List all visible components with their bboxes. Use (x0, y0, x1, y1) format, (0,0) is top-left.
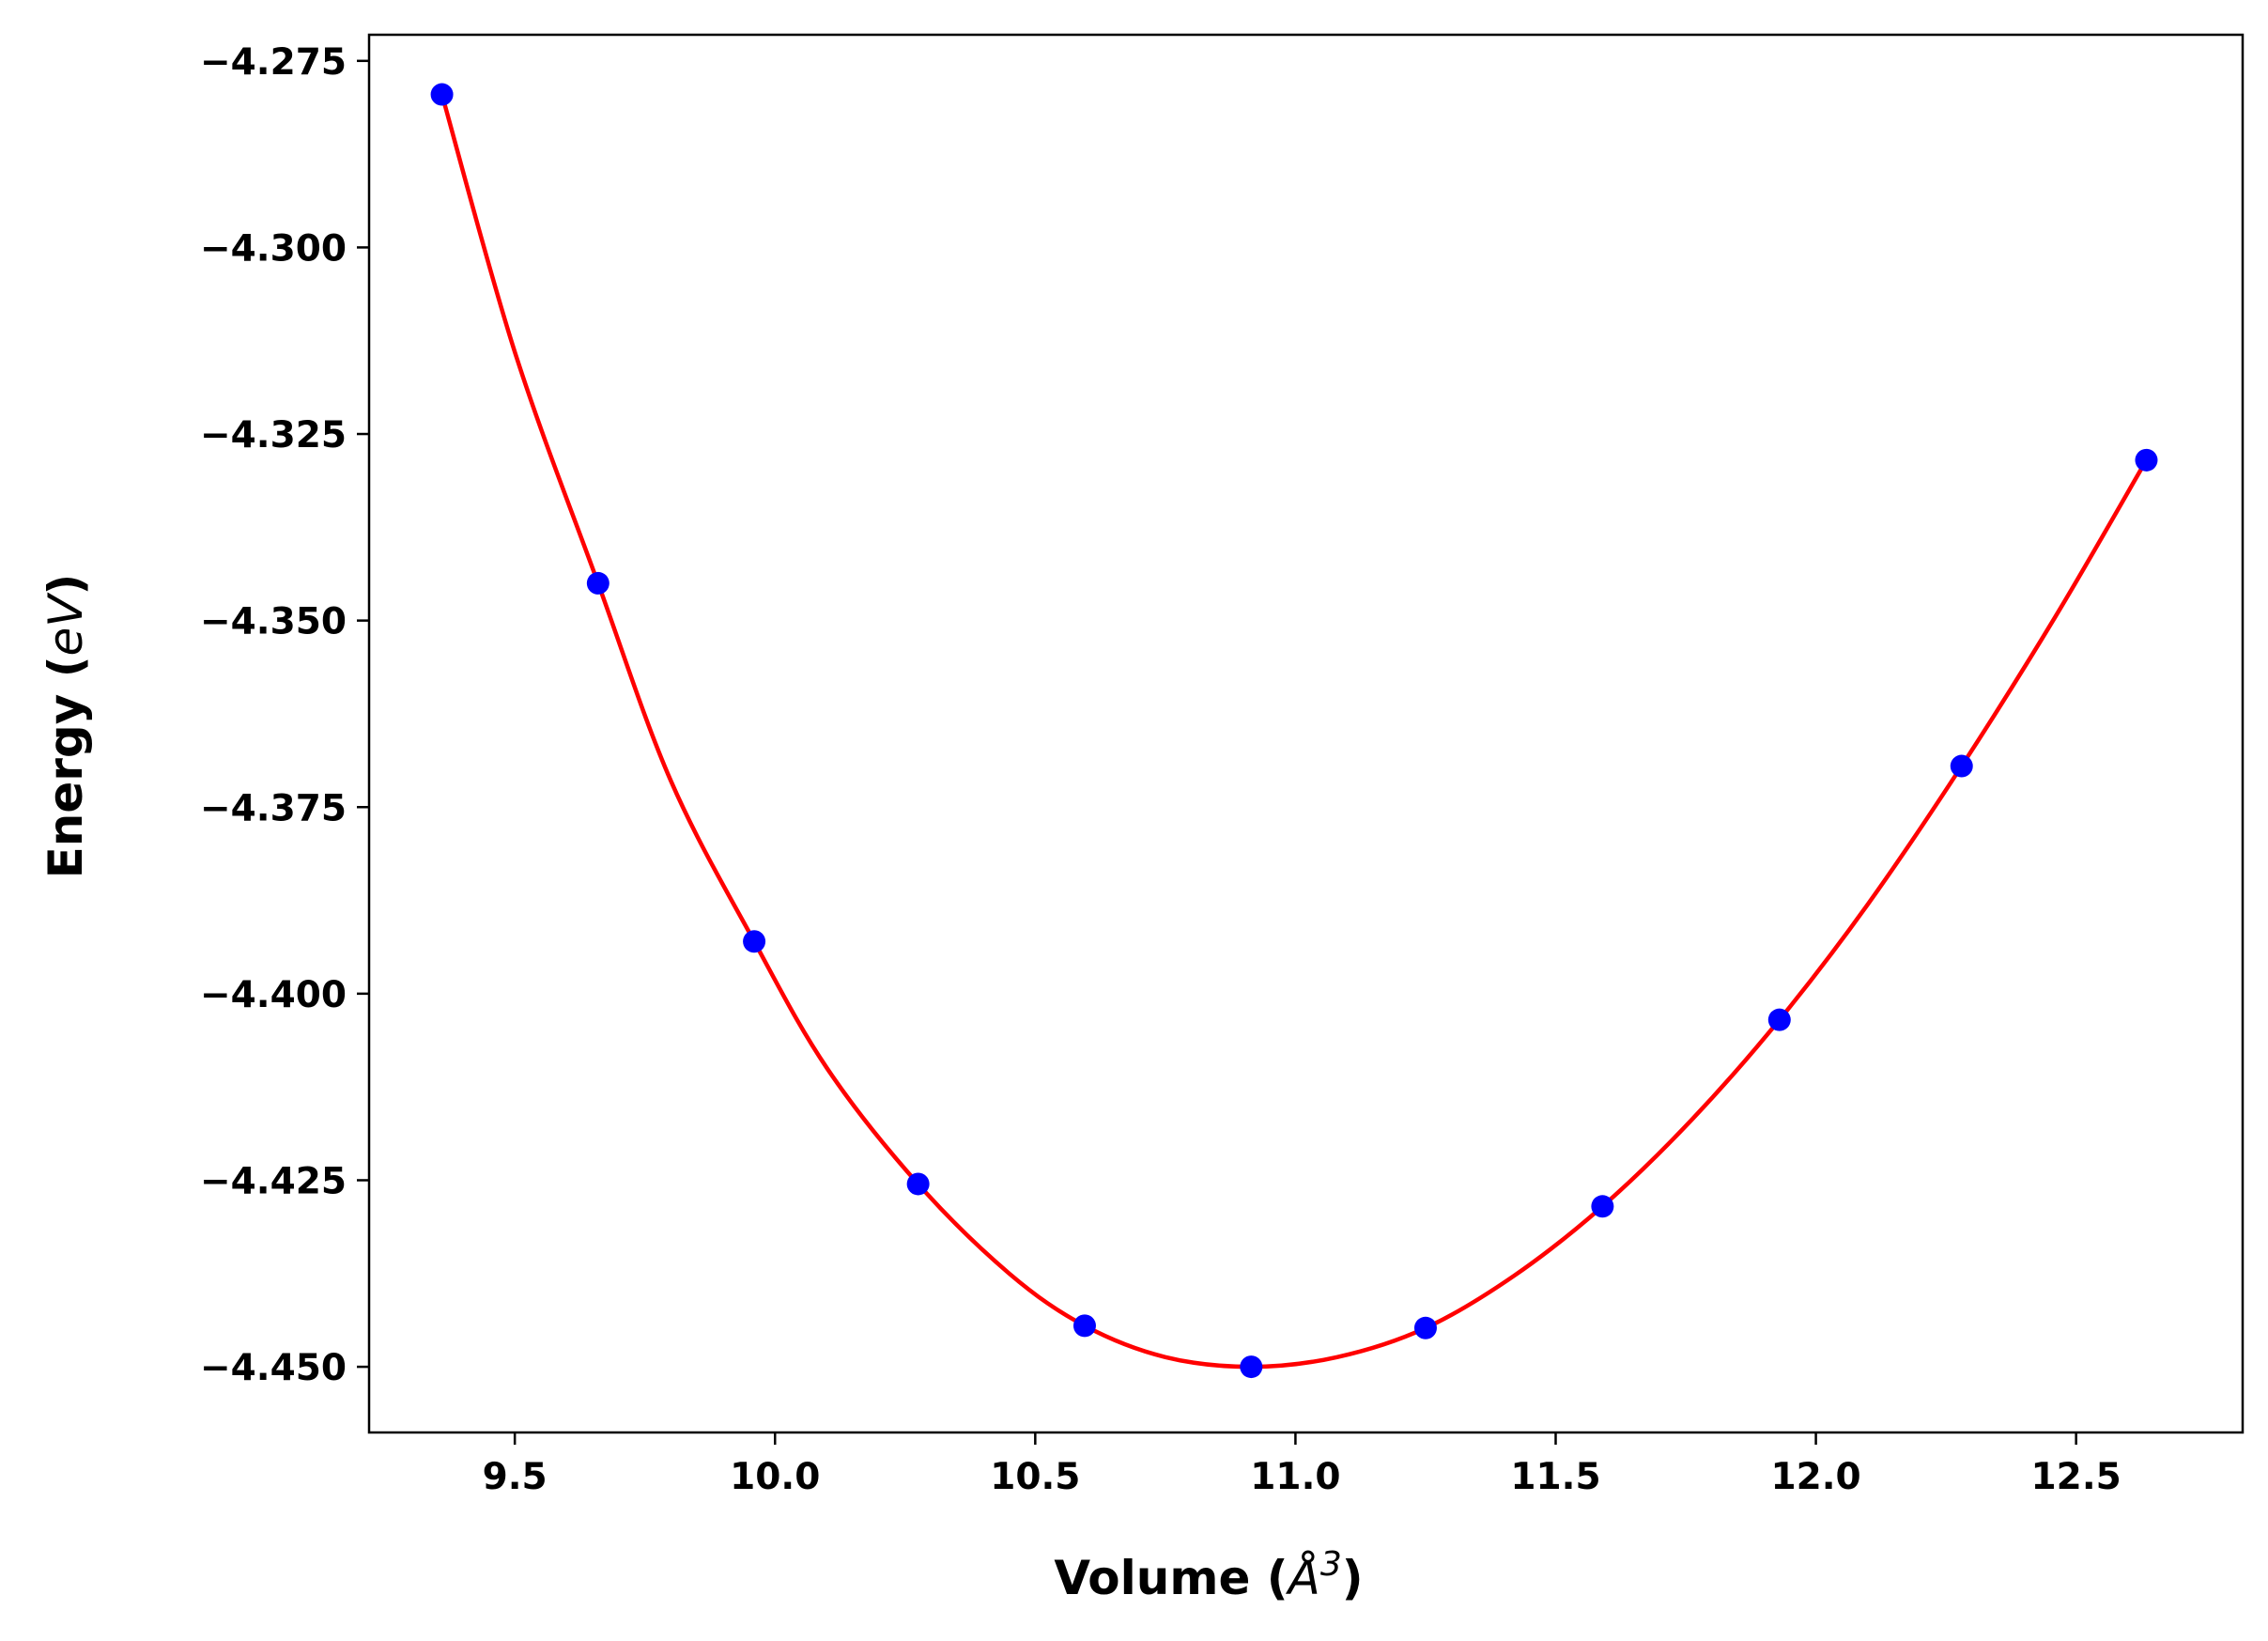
x-tick-label: 11.0 (1250, 1456, 1340, 1498)
plot-area (430, 83, 2158, 1379)
data-point (1072, 1314, 1096, 1338)
data-point (430, 83, 454, 106)
data-point (1413, 1316, 1437, 1339)
data-point (586, 571, 609, 595)
data-point (1591, 1195, 1614, 1218)
data-point (743, 930, 766, 953)
x-tick-label: 12.5 (2031, 1456, 2121, 1498)
y-tick-label: −4.275 (200, 41, 347, 84)
y-tick-label: −4.400 (200, 974, 347, 1016)
x-tick-label: 9.5 (483, 1456, 548, 1498)
x-tick-label: 10.5 (990, 1456, 1080, 1498)
data-point (2135, 448, 2158, 472)
data-point (1240, 1355, 1263, 1379)
y-tick-label: −4.425 (200, 1160, 347, 1202)
x-axis-title: Volume (Å3) (1054, 1545, 1363, 1606)
y-tick-label: −4.325 (200, 414, 347, 457)
y-tick-label: −4.375 (200, 787, 347, 829)
data-point (1767, 1008, 1791, 1031)
plot-frame (367, 33, 2245, 1434)
data-point (906, 1172, 930, 1196)
axis-ticks: 9.5 10.0 10.5 11.0 11.5 12.0 12.5 −4.275 −4.300 −… (200, 41, 2121, 1498)
y-axis-title: Energy (eV) (39, 574, 93, 879)
x-tick-label: 10.0 (730, 1456, 820, 1498)
x-tick-label: 11.5 (1510, 1456, 1600, 1498)
y-tick-label: −4.450 (200, 1347, 347, 1389)
y-tick-label: −4.300 (200, 227, 347, 270)
y-tick-label: −4.350 (200, 601, 347, 643)
x-tick-label: 12.0 (1770, 1456, 1860, 1498)
fit-curve-line (440, 92, 2149, 1370)
data-point (1950, 754, 1973, 778)
